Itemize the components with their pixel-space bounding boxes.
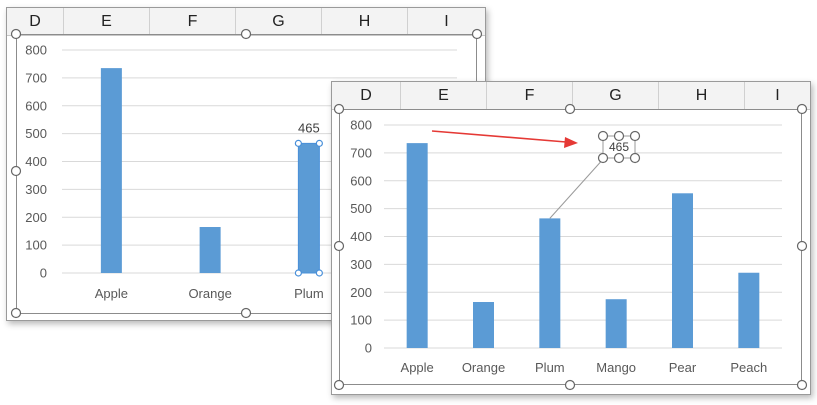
bar-selection-handle[interactable] [315,269,323,277]
chart-resize-handle[interactable] [796,379,808,391]
label-selection-handle[interactable] [613,130,625,142]
label-selection-handle[interactable] [629,130,641,142]
bar-orange[interactable] [199,227,221,273]
leader-line [549,156,606,219]
chart-resize-handle[interactable] [796,240,808,252]
chart-resize-handle[interactable] [564,379,576,391]
y-tick-label: 800 [25,43,47,58]
column-header-e[interactable]: E [64,8,150,35]
bar-apple[interactable] [100,68,122,274]
column-header-f[interactable]: F [150,8,236,35]
bar-plum[interactable] [298,143,320,273]
bar-peach[interactable] [738,272,760,348]
y-tick-label: 200 [25,210,47,225]
y-tick-label: 300 [350,257,372,272]
bar-selection-handle[interactable] [315,139,323,147]
y-tick-label: 500 [350,201,372,216]
label-selection-handle[interactable] [597,152,609,164]
x-category-label: Pear [669,360,697,375]
column-header-d[interactable]: D [7,8,64,35]
spreadsheet-window-front: D E F G H I 0 100 200 300 400 500 600 700 800 App… [331,81,811,395]
y-tick-label: 100 [350,313,372,328]
label-selection-handle[interactable] [597,130,609,142]
bar-plum[interactable] [539,218,561,348]
bar-chart[interactable]: 0 100 200 300 400 500 600 700 800 Apple Orange Plum… [332,82,810,394]
chart-resize-handle[interactable] [10,28,22,40]
data-label[interactable]: 465 [609,140,629,154]
chart-resize-handle[interactable] [10,307,22,319]
y-tick-label: 400 [350,229,372,244]
chart-resize-handle[interactable] [10,165,22,177]
y-tick-label: 500 [25,126,47,141]
column-header-f[interactable]: F [487,82,573,109]
chart-resize-handle[interactable] [333,240,345,252]
column-header-h[interactable]: H [322,8,408,35]
column-header-i[interactable]: I [775,87,780,104]
move-arrow [431,130,567,143]
bar-pear[interactable] [672,193,693,348]
column-header-h[interactable]: H [659,82,745,109]
label-selection-handle[interactable] [629,152,641,164]
column-header-d[interactable]: D [332,82,401,109]
y-tick-label: 200 [350,285,372,300]
y-tick-label: 400 [25,154,47,169]
column-header-e[interactable]: E [401,82,487,109]
y-tick-label: 0 [365,341,372,356]
move-arrow-head [564,137,578,148]
chart-resize-handle[interactable] [564,103,576,115]
data-label[interactable]: 465 [298,120,320,135]
y-tick-label: 600 [25,98,47,113]
chart-resize-handle[interactable] [796,103,808,115]
x-category-label: Apple [401,360,434,375]
y-tick-label: 0 [40,266,47,281]
bar-apple[interactable] [406,143,428,348]
label-selection-handle[interactable] [613,152,625,164]
y-tick-label: 800 [350,118,372,133]
column-header-g[interactable]: G [236,8,322,35]
column-header-i[interactable]: I [444,13,449,30]
chart-resize-handle[interactable] [333,379,345,391]
y-tick-label: 300 [25,182,47,197]
chart-resize-handle[interactable] [240,28,252,40]
x-category-label: Mango [596,360,636,375]
chart-resize-handle[interactable] [471,28,483,40]
x-category-label: Peach [730,360,767,375]
bar-selection-handle[interactable] [294,139,302,147]
y-tick-label: 600 [350,173,372,188]
y-tick-label: 100 [25,238,47,253]
x-category-label: Orange [188,286,231,301]
x-category-label: Orange [462,360,505,375]
bar-mango[interactable] [605,299,627,348]
bar-selection-handle[interactable] [294,269,302,277]
column-header-g[interactable]: G [573,82,659,109]
x-category-label: Plum [294,286,324,301]
y-tick-label: 700 [25,70,47,85]
bar-orange[interactable] [473,302,494,348]
x-category-label: Plum [535,360,565,375]
chart-resize-handle[interactable] [240,307,252,319]
chart-resize-handle[interactable] [333,103,345,115]
bar-selection-outline [297,142,320,274]
y-tick-label: 700 [350,145,372,160]
x-category-label: Apple [95,286,128,301]
